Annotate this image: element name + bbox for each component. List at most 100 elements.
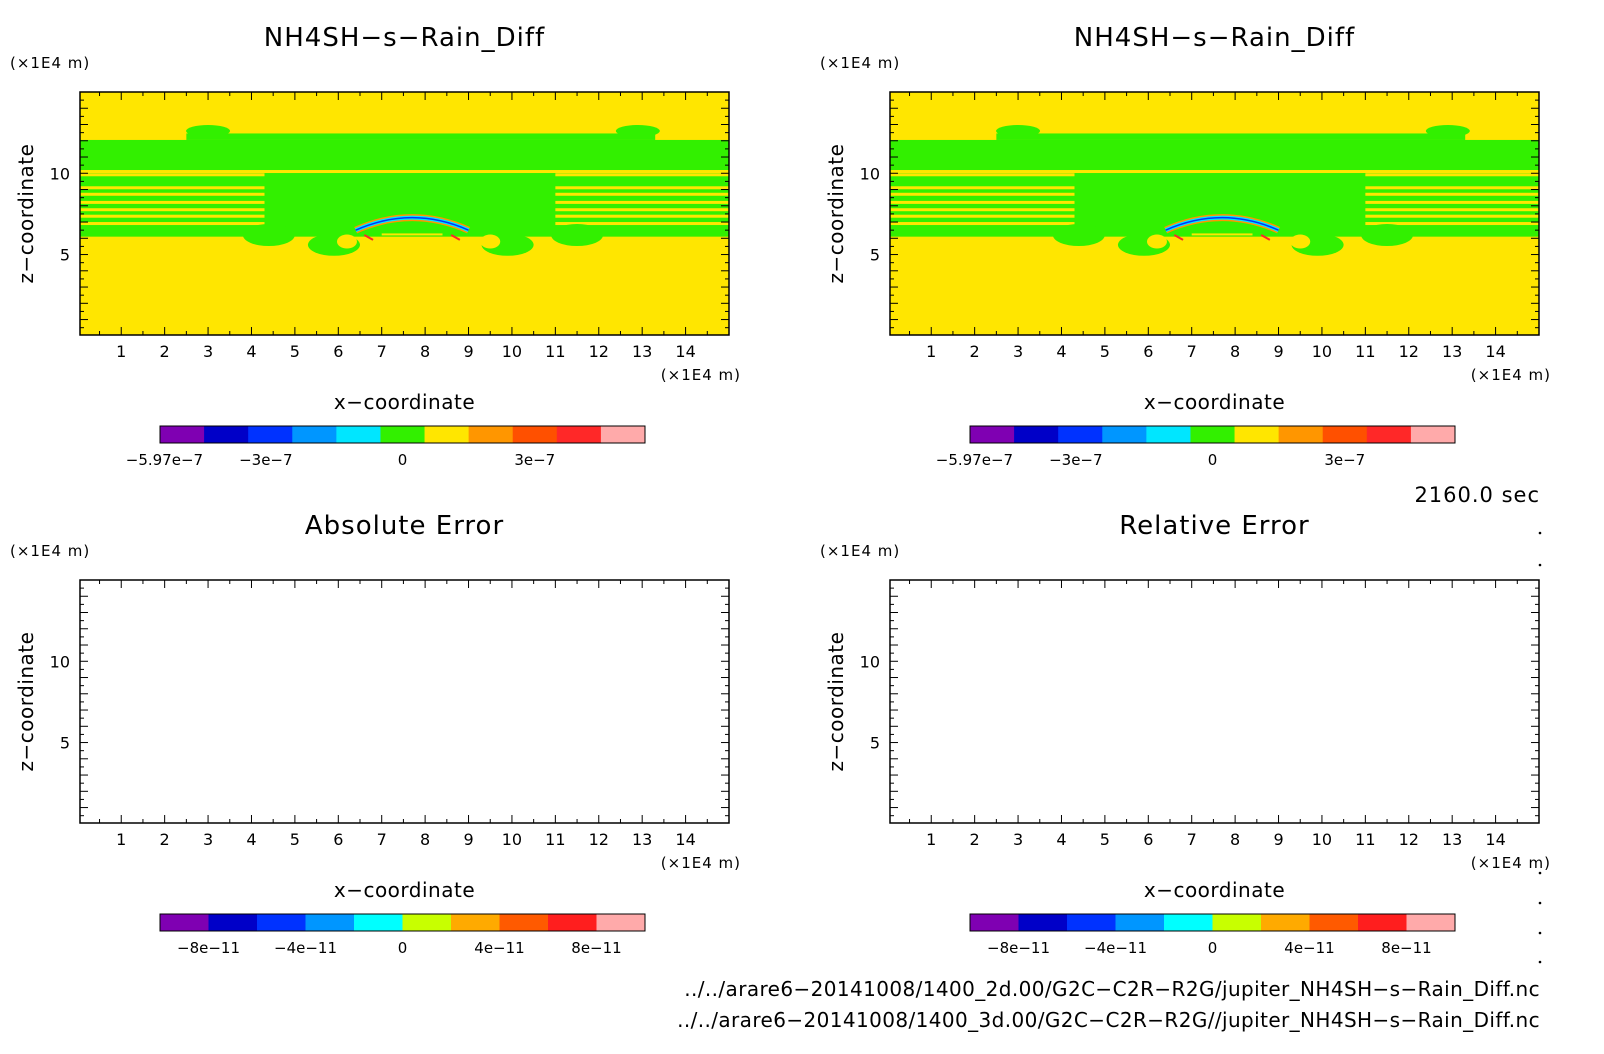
colorbar-swatch (970, 426, 1015, 443)
x-tick-label: 6 (333, 830, 343, 849)
yellow-pocket (1146, 234, 1167, 249)
y-unit-label: (×1E4 m) (820, 54, 900, 72)
x-tick-label: 2 (970, 830, 980, 849)
yellow-stripe (555, 214, 729, 218)
x-unit-label: (×1E4 m) (661, 854, 741, 872)
x-tick-label: 8 (420, 830, 430, 849)
colorbar-tick-label: 4e−11 (1284, 939, 1334, 957)
x-tick-label: 9 (1273, 342, 1283, 361)
x-tick-label: 14 (1485, 342, 1505, 361)
yellow-stripe (80, 200, 265, 204)
time-label: 2160.0 sec (1414, 483, 1540, 507)
x-tick-label: 12 (1399, 342, 1419, 361)
x-tick-label: 1 (926, 342, 936, 361)
x-tick-label: 10 (502, 342, 522, 361)
x-tick-label: 2 (160, 830, 170, 849)
y-tick-label: 10 (860, 164, 880, 183)
colorbar-tick-label: 3e−7 (1324, 451, 1365, 469)
colorbar-swatch (292, 426, 337, 443)
colorbar-swatch (257, 914, 306, 931)
green-cap (186, 133, 656, 140)
colorbar-tick-label: 0 (398, 451, 408, 469)
y-tick-label: 5 (60, 734, 70, 753)
x-tick-label: 12 (589, 830, 609, 849)
yellow-stripe (80, 173, 265, 177)
colorbar-swatch (1146, 426, 1191, 443)
x-tick-label: 12 (589, 342, 609, 361)
y-axis-label: z−coordinate (14, 632, 38, 772)
yellow-stripe (890, 214, 1075, 218)
y-tick-label: 10 (50, 652, 70, 671)
x-tick-label: 4 (246, 830, 256, 849)
x-axis-label: x−coordinate (1144, 390, 1285, 414)
x-tick-label: 11 (545, 830, 565, 849)
yellow-stripe (80, 192, 265, 196)
x-tick-label: 5 (1100, 830, 1110, 849)
colorbar-swatch (336, 426, 381, 443)
colorbar-swatch (380, 426, 426, 443)
arc-red-right (450, 234, 461, 241)
x-tick-label: 5 (290, 830, 300, 849)
colorbar-swatch (1018, 914, 1068, 931)
colorbar-swatch (1358, 914, 1407, 931)
yellow-stripe (555, 208, 729, 212)
y-unit-label: (×1E4 m) (10, 542, 90, 560)
x-tick-label: 11 (1355, 342, 1375, 361)
x-tick-label: 3 (203, 342, 213, 361)
colorbar-swatch (1410, 426, 1456, 443)
x-tick-label: 13 (632, 342, 652, 361)
x-tick-label: 10 (1312, 830, 1332, 849)
colorbar-swatch (305, 914, 355, 931)
arc-red-left (1173, 234, 1184, 241)
x-tick-label: 9 (463, 342, 473, 361)
x-tick-label: 6 (1143, 342, 1153, 361)
green-lobe (551, 224, 604, 247)
x-tick-label: 14 (675, 342, 695, 361)
yellow-stripe (890, 192, 1075, 196)
x-tick-label: 13 (632, 830, 652, 849)
green-cap (996, 133, 1466, 140)
x-tick-label: 2 (160, 342, 170, 361)
colorbar-swatch (1102, 426, 1147, 443)
x-tick-label: 11 (1355, 830, 1375, 849)
x-tick-label: 1 (926, 830, 936, 849)
x-tick-label: 10 (502, 830, 522, 849)
colorbar-tick-label: 0 (1208, 939, 1218, 957)
x-tick-label: 1 (116, 830, 126, 849)
x-tick-label: 4 (246, 342, 256, 361)
x-tick-label: 7 (1187, 342, 1197, 361)
colorbar-swatch (1190, 426, 1236, 443)
yellow-stripe (80, 214, 265, 218)
panel-title: Absolute Error (305, 511, 504, 541)
x-unit-label: (×1E4 m) (1471, 854, 1551, 872)
colorbar-swatch (204, 426, 249, 443)
colorbar-frame (159, 425, 646, 444)
colorbar-swatch (1322, 426, 1368, 443)
colorbar-tick-label: 0 (398, 939, 408, 957)
arc-red-right (1260, 234, 1271, 241)
green-lobe (1052, 224, 1105, 247)
yellow-stripe (890, 170, 1539, 174)
x-tick-label: 12 (1399, 830, 1419, 849)
yellow-stripe (80, 208, 265, 212)
colorbar-swatch (468, 426, 514, 443)
arc-blue (355, 217, 469, 231)
colorbar-swatch (1212, 914, 1262, 931)
yellow-stripe (1365, 222, 1539, 226)
colorbar-swatch (600, 426, 646, 443)
colorbar-swatch (1406, 914, 1456, 931)
y-tick-label: 10 (860, 652, 880, 671)
y-axis-label: z−coordinate (824, 144, 848, 284)
field (890, 92, 1539, 335)
panel-title: Relative Error (1119, 511, 1310, 541)
yellow-stripe (890, 222, 1075, 226)
yellow-stripe (1365, 208, 1539, 212)
yellow-stripe (555, 222, 729, 226)
colorbar-swatch (1234, 426, 1280, 443)
x-tick-label: 9 (1273, 830, 1283, 849)
yellow-stripe (1365, 214, 1539, 218)
arc-inner (1191, 233, 1253, 236)
colorbar-swatch (1014, 426, 1059, 443)
